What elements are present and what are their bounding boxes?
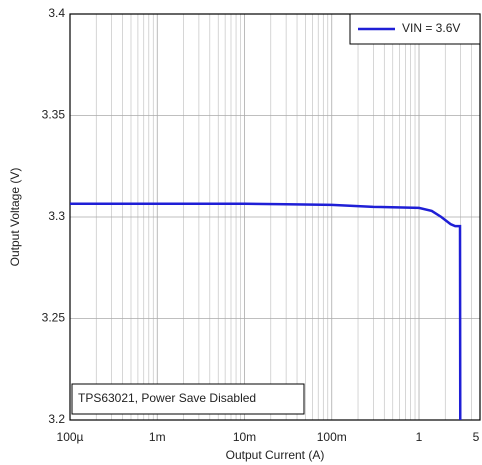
y-tick-label: 3.2 xyxy=(48,412,65,426)
x-tick-label: 100µ xyxy=(57,430,84,444)
x-tick-label: 100m xyxy=(317,430,347,444)
y-tick-label: 3.3 xyxy=(48,209,65,223)
x-tick-label: 5 xyxy=(473,430,480,444)
y-tick-label: 3.25 xyxy=(42,311,66,325)
annotation: TPS63021, Power Save Disabled xyxy=(78,391,256,405)
legend-label: VIN = 3.6V xyxy=(402,21,460,35)
annotation-box xyxy=(71,383,305,415)
y-tick-label: 3.35 xyxy=(42,108,66,122)
y-axis-label: Output Voltage (V) xyxy=(8,168,22,267)
y-tick-label: 3.4 xyxy=(48,6,65,20)
x-tick-label: 1m xyxy=(149,430,166,444)
data-line xyxy=(70,202,462,421)
x-tick-label: 10m xyxy=(233,430,256,444)
plot-frame xyxy=(69,13,481,421)
x-tick-label: 1 xyxy=(416,430,423,444)
x-axis-label: Output Current (A) xyxy=(226,448,325,462)
